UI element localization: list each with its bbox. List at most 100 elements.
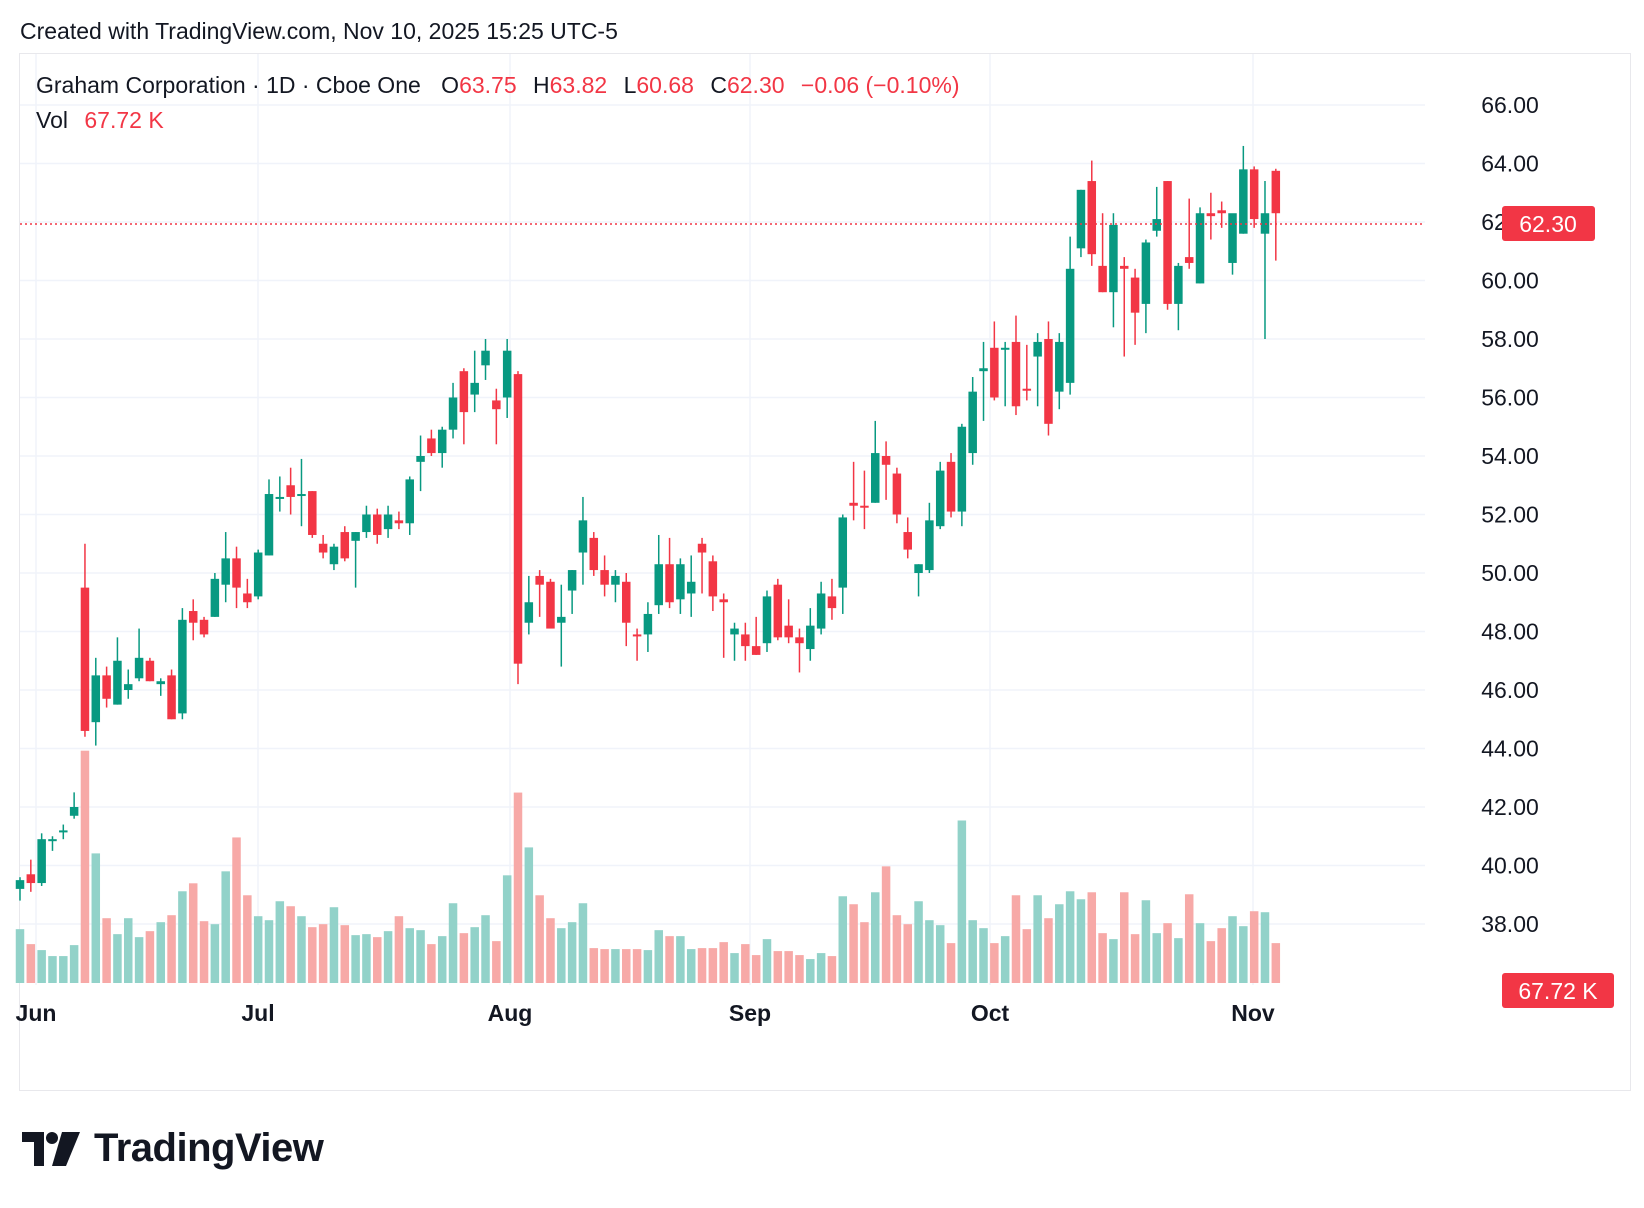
volume-bar [871, 892, 880, 983]
volume-bar [589, 948, 599, 983]
candle-body [91, 675, 101, 723]
price-tick-label: 64.00 [1481, 151, 1539, 177]
volume-bar [654, 930, 663, 983]
candle-body [600, 570, 609, 585]
time-axis[interactable]: Jun Jul Aug Sep Oct Nov [16, 1000, 1275, 1026]
created-with-caption: Created with TradingView.com, Nov 10, 20… [20, 18, 618, 44]
candle-body [611, 575, 620, 585]
candle-body [719, 599, 728, 603]
last-volume-label: 67.72 K [1502, 973, 1614, 1008]
price-tick-label: 38.00 [1481, 911, 1539, 937]
tradingview-logo[interactable]: TradingView [22, 1126, 324, 1171]
volume-bar [437, 936, 447, 983]
price-tick-label: 60.00 [1481, 268, 1539, 294]
volume-bar [546, 918, 555, 983]
change-value: −0.06 (−0.10%) [800, 72, 960, 98]
candle-body [708, 561, 718, 597]
candle-body [427, 438, 436, 454]
volume-label: Vol [36, 107, 68, 133]
volume-bar [308, 927, 317, 983]
price-tick-label: 44.00 [1481, 736, 1539, 762]
candle-body [849, 502, 858, 506]
volume-bar [914, 901, 923, 983]
price-tick-label: 52.00 [1481, 502, 1539, 528]
volume-bar [362, 934, 371, 983]
volume-bar [481, 915, 490, 983]
candle-body [470, 382, 479, 395]
tradingview-wordmark: TradingView [94, 1126, 324, 1170]
volume-bar [1206, 941, 1216, 983]
volume-bar [816, 953, 826, 983]
candle-body [243, 593, 252, 603]
price-axis[interactable]: 38.00 40.00 42.00 44.00 46.00 48.00 50.00 52.00… [1481, 92, 1539, 937]
volume-bar [351, 935, 360, 983]
candle-body [124, 684, 133, 690]
price-tick-label: 58.00 [1481, 326, 1539, 352]
candle-body [1249, 169, 1259, 220]
candle-body [968, 391, 977, 454]
candle-body [437, 429, 447, 454]
candle-body [48, 839, 57, 842]
volume-bar [1044, 918, 1053, 983]
candle-body [1195, 213, 1205, 284]
candle-body [362, 514, 371, 533]
candle-body [178, 619, 187, 714]
volume-bar [957, 820, 967, 983]
volume-bar [600, 949, 609, 983]
open-value: 63.75 [459, 72, 517, 98]
volume-bar [762, 939, 772, 983]
price-tick-label: 66.00 [1481, 92, 1539, 118]
volume-bar [243, 895, 252, 983]
candle-body [741, 634, 750, 647]
volume-bar [405, 928, 414, 983]
last-price-label: 62.30 [1502, 206, 1595, 241]
candle-body [622, 581, 631, 623]
symbol-title[interactable]: Graham Corporation · 1D · Cboe One [36, 72, 421, 98]
candle-body [1228, 213, 1237, 263]
volume-bar [524, 847, 534, 983]
candle-body [340, 532, 350, 559]
volume-bar [557, 928, 566, 983]
volume-bar [69, 945, 79, 983]
volume-bar [1228, 916, 1237, 983]
candle-body [113, 660, 122, 705]
volume-bar [795, 955, 804, 983]
candle-body [15, 880, 25, 889]
volume-bar [1087, 892, 1097, 983]
volume-bar [492, 941, 501, 983]
candle-body [1120, 265, 1129, 269]
candle-body [1065, 268, 1075, 383]
volume-bar [1239, 926, 1248, 983]
candle-body [481, 350, 490, 366]
price-tick-label: 42.00 [1481, 794, 1539, 820]
candle-body [589, 537, 599, 571]
close-label: C [710, 72, 727, 98]
volume-bar [990, 943, 999, 983]
candle-body [221, 558, 230, 585]
candle-body [546, 581, 555, 629]
volume-bar [1076, 899, 1086, 983]
volume-bar [286, 906, 295, 983]
candle-body [232, 558, 241, 588]
candle-body [730, 628, 739, 635]
volume-bar [622, 949, 631, 983]
volume-bar [394, 916, 404, 983]
grid-lines [20, 54, 1425, 985]
candle-body [492, 400, 501, 410]
volume-bar [806, 959, 815, 983]
volume-bar [1174, 938, 1183, 983]
volume-bar [318, 924, 328, 983]
volume-bar [751, 955, 761, 983]
candle-body [156, 681, 165, 685]
candle-body [459, 371, 469, 413]
candle-body [990, 347, 999, 398]
candle-body [329, 546, 339, 565]
volume-bar [838, 896, 848, 983]
candle-body [264, 494, 274, 556]
volume-bar [1033, 895, 1042, 983]
volume-bar [15, 929, 25, 983]
price-tick-label: 54.00 [1481, 443, 1539, 469]
candle-body [871, 453, 880, 503]
candle-body [697, 543, 707, 553]
